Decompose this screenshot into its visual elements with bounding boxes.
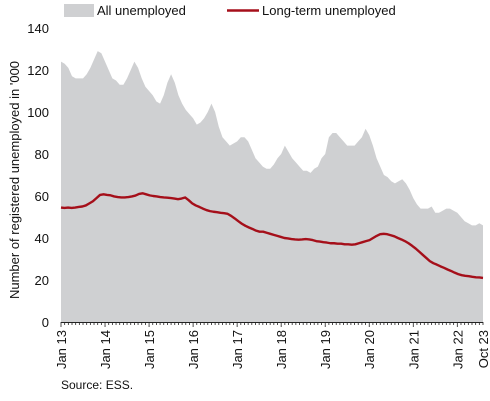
series-line-long-term-unemployed bbox=[60, 192, 484, 280]
x-tick-label: Jan 17 bbox=[230, 330, 245, 369]
legend-label-all-unemployed: All unemployed bbox=[97, 3, 186, 18]
y-axis-label: Number of registered unemployed in '000 bbox=[7, 61, 22, 299]
x-tick-label: Jan 19 bbox=[318, 330, 333, 369]
x-tick-label: Jan 14 bbox=[98, 330, 113, 369]
legend: All unemployed Long-term unemployed bbox=[64, 3, 396, 18]
x-tick-label: Oct 23 bbox=[476, 330, 490, 368]
y-tick-label: 60 bbox=[35, 189, 49, 204]
x-tick-label: Jan 20 bbox=[362, 330, 377, 369]
legend-label-long-term: Long-term unemployed bbox=[262, 3, 396, 18]
x-tick-label: Jan 21 bbox=[406, 330, 421, 369]
y-tick-label: 20 bbox=[35, 273, 49, 288]
y-tick-label: 0 bbox=[42, 315, 49, 330]
legend-swatch-all-unemployed bbox=[64, 4, 94, 17]
x-tick-label: Jan 15 bbox=[142, 330, 157, 369]
y-tick-label: 100 bbox=[27, 105, 49, 120]
y-tick-label: 140 bbox=[27, 21, 49, 36]
x-tick-label: Jan 22 bbox=[450, 330, 465, 369]
y-tick-label: 40 bbox=[35, 231, 49, 246]
x-tick-label: Jan 13 bbox=[54, 330, 69, 369]
x-axis: Jan 13 Jan 14 Jan 15 Jan 16 Jan 17 Jan 18 Jan … bbox=[54, 322, 490, 369]
x-tick-label: Jan 18 bbox=[274, 330, 289, 369]
source-note: Source: ESS. bbox=[61, 378, 134, 392]
series-area-all-unemployed bbox=[61, 51, 483, 322]
plot-area bbox=[60, 51, 484, 322]
y-axis: 0 20 40 60 80 100 120 140 bbox=[27, 21, 49, 330]
x-tick-label: Jan 16 bbox=[186, 330, 201, 369]
y-tick-label: 80 bbox=[35, 147, 49, 162]
y-tick-label: 120 bbox=[27, 63, 49, 78]
